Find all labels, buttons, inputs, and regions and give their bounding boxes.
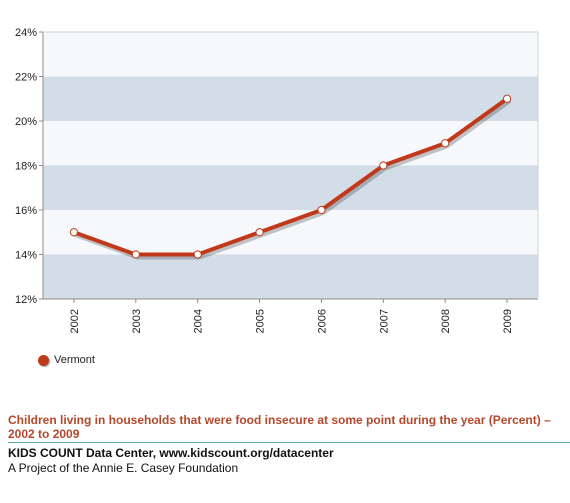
- grid-band: [43, 165, 538, 210]
- x-tick-label: 2006: [316, 309, 328, 333]
- series-vermont: [69, 94, 512, 260]
- y-axis-ticks: 12% 14% 16% 18% 20% 22% 24%: [15, 27, 43, 306]
- data-point: [69, 228, 79, 237]
- grid-band: [43, 121, 538, 166]
- x-axis-ticks: 2002 2003 2004 2005 2006 2007 2008 2009: [69, 299, 514, 333]
- x-tick-label: 2005: [255, 309, 267, 333]
- data-point: [131, 250, 140, 259]
- y-tick-label: 20%: [15, 116, 37, 128]
- x-tick-label: 2004: [193, 309, 205, 333]
- y-tick-label: 22%: [15, 72, 37, 84]
- legend: Vermont: [38, 352, 95, 368]
- grid-band: [43, 76, 538, 121]
- data-point: [193, 250, 202, 259]
- plot-background: [43, 32, 538, 299]
- series-line: [71, 96, 510, 257]
- credit-line: A Project of the Annie E. Casey Foundati…: [8, 461, 239, 475]
- source-line: KIDS COUNT Data Center, www.kidscount.or…: [8, 446, 334, 460]
- data-point: [441, 139, 450, 148]
- legend-label-vermont: Vermont: [54, 354, 95, 366]
- data-point: [502, 94, 512, 103]
- grid-band: [43, 32, 538, 77]
- x-tick-label: 2003: [131, 309, 143, 333]
- chart-caption: Children living in households that were …: [8, 413, 551, 441]
- data-point: [255, 228, 264, 237]
- grid-band: [43, 210, 538, 255]
- grid-band: [43, 254, 538, 299]
- legend-marker-vermont: [38, 354, 49, 366]
- y-tick-label: 16%: [15, 205, 37, 217]
- x-tick-label: 2002: [69, 309, 81, 333]
- x-tick-label: 2008: [440, 309, 452, 333]
- line-chart: 12%14%16%18%20%22%24% 2002 2003 2004 2005 20…: [15, 27, 539, 333]
- series-line-shadow: [73, 99, 512, 260]
- x-tick-label: 2007: [378, 309, 390, 333]
- x-tick-label: 2009: [502, 309, 514, 333]
- y-tick-label: 24%: [15, 27, 37, 39]
- data-point: [317, 205, 326, 215]
- y-tick-label: 18%: [15, 161, 37, 173]
- caption-divider: [8, 442, 570, 443]
- data-point: [379, 161, 388, 170]
- y-tick-label: 14%: [15, 250, 37, 262]
- y-tick-label: 12%: [15, 294, 37, 306]
